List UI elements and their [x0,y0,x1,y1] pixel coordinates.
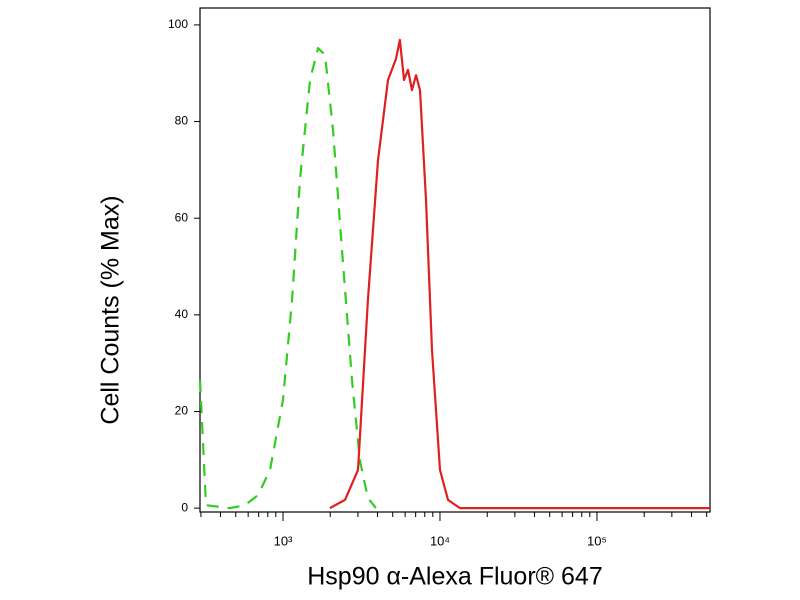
y-tick-label: 60 [175,210,189,224]
x-tick-label: 10³ [274,533,293,548]
y-tick-label: 100 [168,17,188,31]
plot-frame [199,7,711,513]
y-tick-label: 80 [175,114,189,128]
y-axis-label: Cell Counts (% Max) [97,195,125,424]
y-tick-label: 0 [181,500,188,514]
y-tick-label: 20 [175,404,189,418]
histogram-line [329,38,710,510]
x-tick-label: 10⁴ [430,533,450,548]
x-axis-label: Hsp90 α-Alexa Fluor® 647 [307,563,603,591]
y-tick-label: 40 [175,307,189,321]
x-tick-label: 10⁵ [587,533,607,548]
histogram-line [198,47,377,510]
